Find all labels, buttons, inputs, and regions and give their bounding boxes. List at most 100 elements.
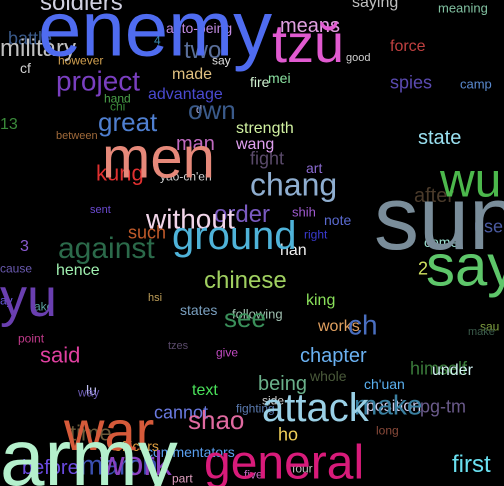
word: kung [96, 160, 144, 186]
word: however [58, 53, 104, 68]
word: wang [236, 136, 275, 154]
word: five [244, 467, 263, 482]
word: yu [0, 267, 58, 328]
word: fighting [236, 401, 275, 416]
word: use [474, 216, 504, 237]
word: following [232, 306, 283, 322]
word: military [0, 34, 76, 62]
word: shih [292, 204, 316, 220]
word: whole [310, 367, 347, 384]
word: side [262, 393, 285, 408]
word: say [212, 53, 231, 68]
word: king [306, 292, 336, 310]
word: position [366, 398, 422, 416]
word: lu [86, 381, 97, 398]
word: force [390, 38, 426, 56]
word: art [306, 159, 323, 176]
word: first [452, 450, 491, 478]
word: works [318, 318, 360, 336]
word: being [258, 373, 307, 395]
word: man [176, 133, 215, 155]
word: good [346, 52, 371, 65]
word: yao-ch'en [160, 169, 212, 184]
word: pg-tm [420, 396, 467, 417]
word: ground [172, 214, 297, 258]
word: strength [236, 120, 294, 138]
word: time [70, 420, 112, 446]
word: come [424, 233, 459, 250]
word: spies [390, 72, 433, 93]
word: men [102, 125, 215, 191]
word: camp [460, 76, 492, 92]
word: chi [110, 99, 126, 114]
word: hand [104, 91, 131, 106]
word: way [78, 385, 100, 400]
word: himself [410, 358, 468, 379]
word: tzes [168, 340, 189, 353]
word: note [324, 211, 352, 228]
word: chapter [300, 345, 367, 367]
word: between [56, 130, 98, 143]
word: general [204, 436, 365, 486]
word: before [22, 457, 79, 479]
word: chang [250, 166, 338, 203]
word: attack [262, 386, 369, 430]
word: cause [0, 261, 33, 276]
word: auto-being [166, 19, 233, 36]
word: meaning [438, 0, 488, 16]
word: ch'uan [364, 375, 405, 392]
word: commentators [146, 443, 235, 460]
word: hsi [148, 292, 163, 305]
word: enemy [38, 0, 273, 73]
word: 3 [20, 238, 29, 256]
word: tzŭ [272, 13, 345, 74]
word: army [0, 413, 178, 486]
word: ay [0, 293, 13, 308]
word: text [192, 382, 218, 400]
word: battle [8, 28, 53, 49]
word: four [292, 461, 313, 476]
word: fight [250, 148, 285, 169]
word: officers [114, 437, 159, 454]
word: sent [90, 204, 111, 217]
word: such [128, 222, 167, 243]
word: project [56, 65, 141, 97]
word: make [354, 389, 423, 421]
word: han [280, 242, 307, 260]
word: ch [348, 309, 378, 341]
word: against [58, 232, 155, 265]
word: advantage [148, 86, 223, 104]
word: march [80, 449, 158, 481]
word: 2 [418, 258, 429, 279]
word: hence [56, 262, 100, 280]
word: sun [374, 169, 504, 269]
word: under [432, 362, 473, 380]
word: ho [278, 424, 299, 445]
word: fire [250, 73, 270, 90]
word: two [184, 36, 222, 64]
word: 13 [0, 116, 18, 134]
word: give [216, 345, 239, 360]
word: war [64, 399, 155, 463]
word: make [468, 326, 495, 339]
word: d [196, 104, 203, 117]
word: states [180, 301, 218, 318]
word: sau [480, 319, 500, 334]
word: great [98, 107, 158, 138]
word: order [214, 200, 271, 228]
word: made [172, 66, 213, 84]
word: wu [440, 154, 502, 208]
word: point [18, 331, 45, 346]
word: saying [352, 0, 399, 12]
word: long [376, 423, 399, 438]
word: without [146, 203, 235, 235]
word: 4 [154, 33, 161, 48]
word: soldiers [40, 0, 123, 16]
word: own [188, 95, 236, 126]
word: right [304, 227, 328, 242]
word: means [280, 15, 341, 37]
word: state [418, 127, 462, 149]
word: cannot [154, 402, 209, 423]
word: said [40, 342, 81, 368]
